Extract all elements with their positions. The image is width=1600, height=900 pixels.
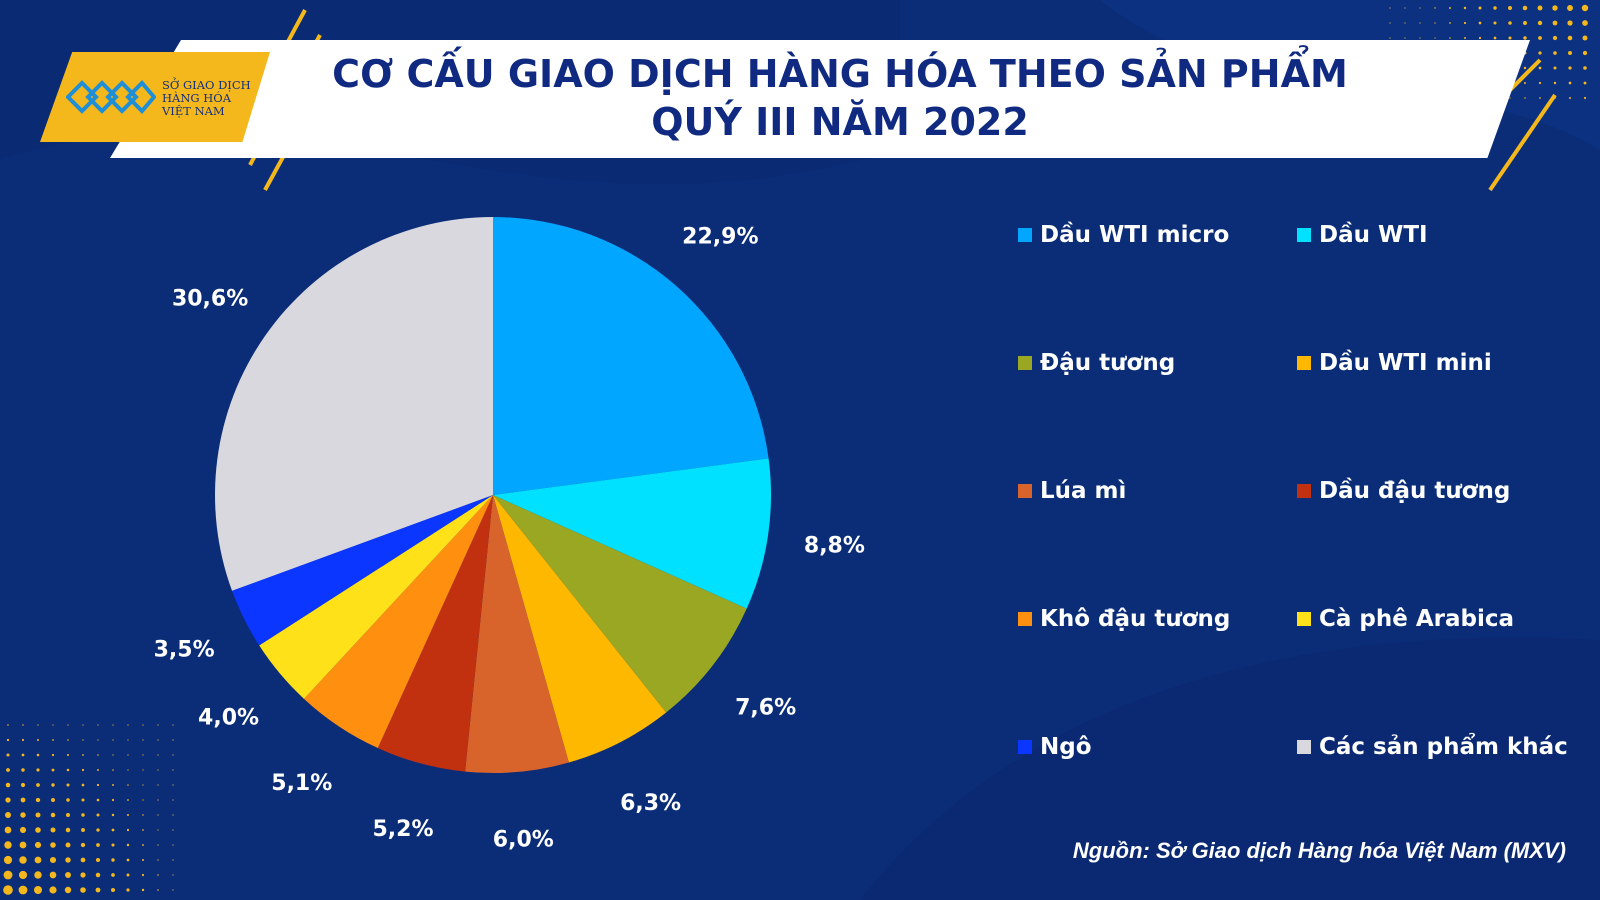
- legend-swatch: [1018, 228, 1032, 242]
- legend-item: Đậu tương: [1018, 350, 1175, 376]
- logo-line: VIỆT NAM: [162, 104, 225, 118]
- legend-label: Dầu WTI mini: [1319, 350, 1492, 376]
- legend-item: Lúa mì: [1018, 478, 1126, 504]
- legend-swatch: [1018, 740, 1032, 754]
- slice-value-label: 6,0%: [493, 828, 554, 853]
- legend-label: Dầu WTI: [1319, 222, 1428, 248]
- logo-line: HÀNG HÓA: [162, 91, 231, 105]
- legend-swatch: [1018, 356, 1032, 370]
- legend-swatch: [1297, 356, 1311, 370]
- pie-slice: [493, 217, 769, 495]
- title-line-2: QUÝ III NĂM 2022: [651, 100, 1029, 144]
- legend-label: Các sản phẩm khác: [1319, 734, 1568, 760]
- legend-item: Dầu đậu tương: [1297, 478, 1510, 504]
- title-banner: [110, 40, 1530, 158]
- legend-item: Các sản phẩm khác: [1297, 734, 1568, 760]
- legend-item: Ngô: [1018, 734, 1092, 760]
- legend-label: Cà phê Arabica: [1319, 606, 1515, 632]
- legend-label: Khô đậu tương: [1040, 606, 1231, 632]
- legend-item: Dầu WTI: [1297, 222, 1428, 248]
- pie-slice: [493, 495, 667, 763]
- pie-slice: [493, 458, 771, 609]
- legend-item: Khô đậu tương: [1018, 606, 1230, 632]
- pie-labels: 22,9% 8,8% 7,6% 6,3% 6,0% 5,2% 5,1% 4,0% 3,5% 30,…: [154, 224, 865, 852]
- legend-swatch: [1297, 484, 1311, 498]
- legend-swatch: [1018, 612, 1032, 626]
- pie-slices: [215, 217, 771, 773]
- logo-line: SỞ GIAO DỊCH: [162, 78, 251, 92]
- slice-value-label: 6,3%: [620, 791, 681, 816]
- legend-swatch: [1297, 612, 1311, 626]
- slice-value-label: 7,6%: [735, 695, 796, 720]
- slice-value-label: 3,5%: [154, 638, 215, 663]
- slice-value-label: 5,1%: [271, 771, 332, 796]
- title-line-1: CƠ CẤU GIAO DỊCH HÀNG HÓA THEO SẢN PHẨM: [332, 52, 1348, 96]
- logo-badge: [40, 52, 270, 142]
- legend-swatch: [1018, 484, 1032, 498]
- pie-slice: [377, 495, 493, 772]
- pie-slice: [215, 217, 494, 591]
- pie-slice: [493, 495, 747, 713]
- source-note: Nguồn: Sở Giao dịch Hàng hóa Việt Nam (M…: [1072, 838, 1566, 863]
- legend-swatch: [1297, 740, 1311, 754]
- slice-value-label: 4,0%: [198, 706, 259, 731]
- background-wave: [860, 637, 1600, 900]
- legend-item: Cà phê Arabica: [1297, 606, 1514, 632]
- dot-pattern-top-right: [1389, 4, 1589, 100]
- mxv-logo-icon: [66, 80, 156, 114]
- dot-pattern-bottom-left: [3, 724, 174, 895]
- pie-slice: [259, 495, 493, 699]
- legend-swatch: [1297, 228, 1311, 242]
- pie-slice: [232, 495, 493, 646]
- legend-label: Dầu đậu tương: [1319, 478, 1511, 504]
- slice-value-label: 8,8%: [804, 534, 865, 559]
- slice-value-label: 5,2%: [373, 817, 434, 842]
- legend-label: Đậu tương: [1040, 350, 1176, 376]
- pie-slice: [465, 495, 569, 773]
- pie-slice: [303, 495, 493, 749]
- logo-wordmark: SỞ GIAO DỊCH HÀNG HÓA VIỆT NAM: [162, 79, 262, 118]
- slice-value-label: 22,9%: [682, 224, 758, 249]
- legend-label: Dầu WTI micro: [1040, 222, 1230, 248]
- legend-label: Ngô: [1040, 734, 1092, 760]
- legend-item: Dầu WTI mini: [1297, 350, 1492, 376]
- slice-value-label: 30,6%: [172, 287, 248, 312]
- legend-label: Lúa mì: [1040, 478, 1127, 504]
- page-title: CƠ CẤU GIAO DỊCH HÀNG HÓA THEO SẢN PHẨM …: [240, 50, 1440, 146]
- legend-item: Dầu WTI micro: [1018, 222, 1229, 248]
